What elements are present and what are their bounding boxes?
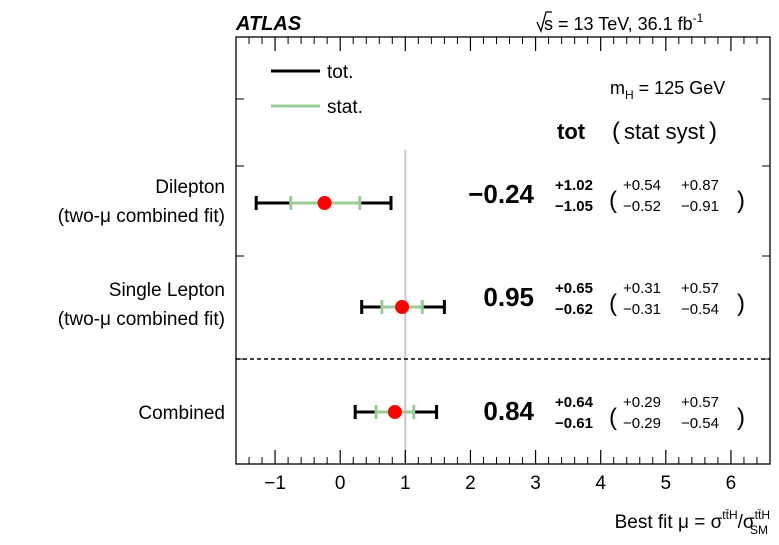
energy-text: = 13 TeV, 36.1 fb (553, 14, 693, 34)
experiment-label: ATLAS (235, 13, 302, 35)
higgs-mass-sub: H (625, 88, 634, 102)
higgs-mass-rest: = 125 GeV (634, 78, 726, 98)
energy-lumi-label: s = 13 TeV, 36.1 fb-1 (536, 11, 704, 34)
best-fit-point (395, 300, 410, 314)
x-axis-title-den-sub: SM (750, 523, 768, 537)
syst-up: +0.87 (681, 177, 719, 194)
x-tick-label: 2 (465, 473, 476, 494)
row-label-line2: (two-μ combined fit) (58, 206, 225, 227)
x-axis-title-slash: /σ (738, 512, 755, 533)
x-axis-title: Best fit μ = σtt̄H/σtt̄H SM (615, 508, 770, 537)
tot-down: −0.62 (555, 301, 593, 318)
tot-up: +0.65 (555, 280, 593, 297)
column-header-tot: tot (557, 119, 586, 144)
higgs-mass-label: mH = 125 GeV (610, 78, 725, 102)
syst-down: −0.54 (681, 415, 719, 432)
row-label-combined: Combined (138, 403, 225, 424)
best-fit-point (387, 405, 402, 419)
best-fit-point (317, 196, 332, 210)
row-label-line1: Combined (138, 403, 225, 424)
sqrt-symbol (536, 11, 552, 33)
lumi-exponent: -1 (693, 11, 704, 25)
values-single-lepton: 0.95 +0.65 −0.62 ( +0.31 −0.31 +0.57 −0.… (483, 280, 745, 318)
legend: tot. stat. (271, 62, 363, 118)
syst-down: −0.91 (681, 198, 719, 215)
tot-down: −0.61 (555, 415, 593, 432)
row-label-single-lepton: Single Lepton (two-μ combined fit) (58, 280, 225, 330)
data-row (254, 196, 393, 210)
row-label-line1: Dilepton (155, 177, 225, 198)
higgs-mass-m: m (610, 78, 625, 98)
open-paren: ( (609, 290, 617, 317)
data-marks (254, 196, 446, 419)
mu-value: 0.84 (483, 396, 534, 426)
x-tick-label: 5 (661, 473, 672, 494)
row-label-dilepton: Dilepton (two-μ combined fit) (58, 177, 225, 227)
legend-tot-label: tot. (327, 62, 353, 83)
x-tick-label: 3 (530, 473, 541, 494)
x-axis-title-prefix: Best fit μ = σ (615, 512, 723, 533)
column-header-close-paren: ) (709, 118, 717, 145)
stat-up: +0.29 (623, 394, 661, 411)
stat-up: +0.54 (623, 177, 661, 194)
mu-value: 0.95 (483, 282, 534, 312)
svg-text:s = 13 TeV, 36.1 fb-1: s = 13 TeV, 36.1 fb-1 (544, 11, 704, 34)
x-axis-title-den-sup: tt̄H (755, 508, 770, 522)
x-tick-label: 0 (335, 473, 346, 494)
data-row (353, 405, 439, 419)
x-tick-label: 4 (595, 473, 606, 494)
stat-down: −0.31 (623, 301, 661, 318)
syst-down: −0.54 (681, 301, 719, 318)
stat-down: −0.29 (623, 415, 661, 432)
x-axis-title-num-sup: tt̄H (722, 508, 737, 522)
row-label-line2: (two-μ combined fit) (58, 309, 225, 330)
x-tick-label: 1 (400, 473, 411, 494)
mu-value: −0.24 (468, 179, 534, 209)
close-paren: ) (737, 290, 745, 317)
stat-down: −0.52 (623, 198, 661, 215)
plot-frame (235, 36, 771, 465)
syst-up: +0.57 (681, 280, 719, 297)
tot-up: +1.02 (555, 177, 593, 194)
column-header-stat-syst: stat syst (624, 119, 705, 144)
tot-down: −1.05 (555, 198, 593, 215)
values-combined: 0.84 +0.64 −0.61 ( +0.29 −0.29 +0.57 −0.… (483, 394, 745, 432)
close-paren: ) (737, 187, 745, 214)
data-row (360, 300, 446, 314)
x-tick-label: 6 (726, 473, 737, 494)
x-axis: −1 0 1 2 3 4 5 6 (235, 450, 771, 494)
values-dilepton: −0.24 +1.02 −1.05 ( +0.54 −0.52 +0.87 −0… (468, 177, 745, 215)
syst-up: +0.57 (681, 394, 719, 411)
column-header-open-paren: ( (612, 118, 620, 145)
energy-prefix: s (544, 14, 553, 34)
row-label-line1: Single Lepton (109, 280, 225, 301)
close-paren: ) (737, 404, 745, 431)
tot-up: +0.64 (555, 394, 594, 411)
x-tick-label: −1 (264, 473, 286, 494)
frame-ticks (235, 37, 771, 465)
stat-up: +0.31 (623, 280, 661, 297)
open-paren: ( (609, 404, 617, 431)
legend-stat-label: stat. (327, 97, 363, 118)
open-paren: ( (609, 187, 617, 214)
